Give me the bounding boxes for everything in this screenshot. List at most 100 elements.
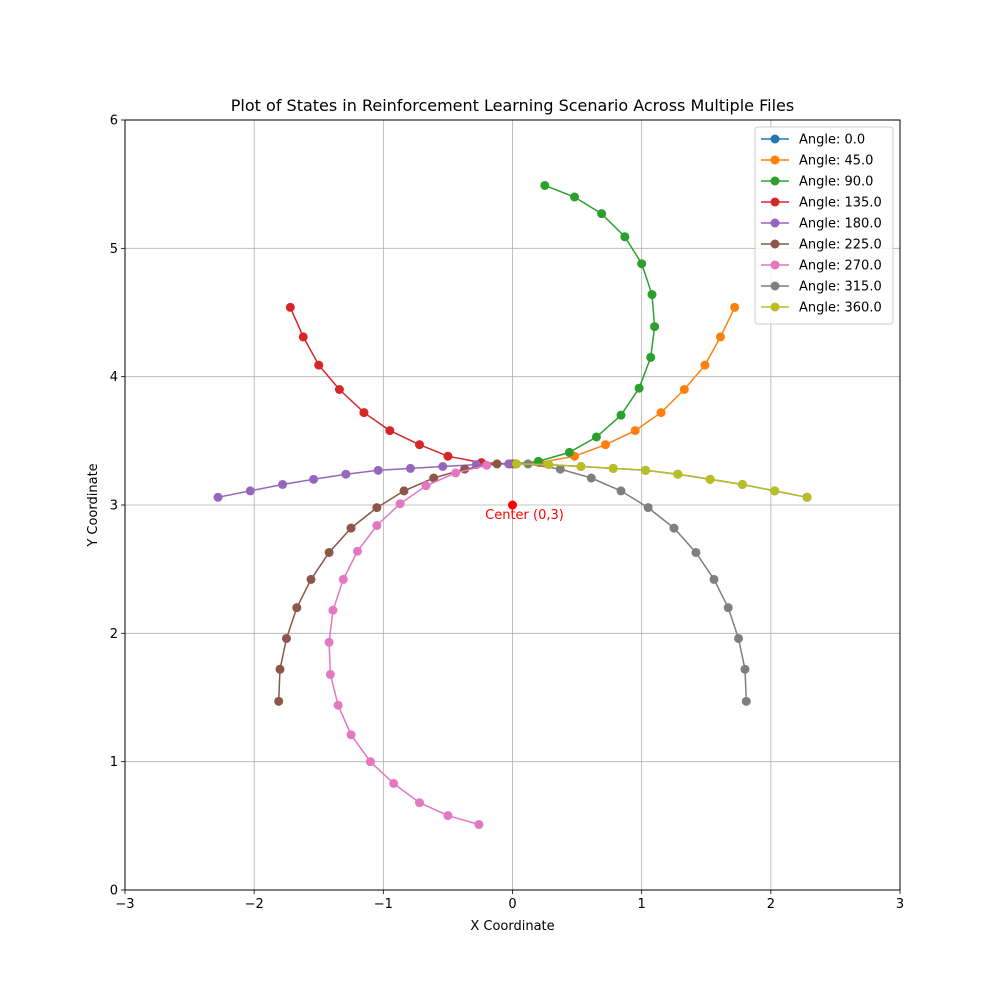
legend-item: Angle: 315.0: [761, 280, 882, 295]
data-point: [341, 469, 351, 479]
data-point: [586, 473, 596, 483]
data-point: [679, 385, 689, 394]
data-point: [669, 523, 679, 533]
data-point: [213, 492, 223, 502]
data-point: [365, 757, 375, 767]
data-point: [346, 523, 356, 533]
data-point: [333, 700, 343, 710]
legend-marker: [770, 260, 780, 270]
data-point: [399, 486, 409, 496]
data-point: [278, 479, 288, 489]
data-point: [564, 447, 574, 457]
legend-marker: [770, 155, 780, 165]
x-tick-label: 0: [508, 897, 516, 912]
legend-marker: [770, 281, 780, 291]
x-tick-label: 1: [638, 897, 646, 912]
series-line: [217, 463, 509, 499]
data-point: [740, 664, 750, 674]
data-point: [616, 486, 626, 496]
x-tick-label: −1: [374, 897, 393, 912]
data-point: [511, 459, 521, 469]
y-tick-label: 2: [110, 627, 118, 642]
data-point: [620, 232, 630, 242]
x-tick-label: −3: [115, 897, 134, 912]
data-point: [281, 633, 291, 643]
data-point: [723, 603, 733, 613]
center-annotation: Center (0,3): [485, 508, 564, 523]
data-point: [737, 479, 747, 489]
legend-label: Angle: 270.0: [799, 259, 882, 274]
data-point: [389, 778, 399, 788]
data-point: [285, 302, 295, 312]
series-angle-180-0: [213, 459, 514, 502]
legend-item: Angle: 225.0: [761, 238, 882, 253]
data-point: [656, 408, 666, 418]
data-point: [730, 302, 740, 312]
data-point: [395, 499, 405, 509]
data-point: [334, 385, 344, 394]
data-point: [306, 574, 316, 584]
data-point: [492, 459, 502, 469]
legend-label: Angle: 360.0: [799, 301, 882, 316]
data-point: [637, 259, 647, 269]
legend-marker: [770, 302, 780, 312]
data-point: [647, 290, 657, 300]
data-point: [741, 696, 751, 706]
legend-item: Angle: 270.0: [761, 259, 882, 274]
data-point: [474, 820, 484, 830]
data-point: [429, 473, 439, 483]
data-point: [421, 481, 431, 491]
legend-marker: [770, 134, 780, 144]
legend-label: Angle: 135.0: [799, 196, 882, 211]
y-tick-label: 0: [110, 884, 118, 899]
ticks: −3 −2 −1 0 1 2 3 0 1 2 3 4 5 6: [110, 114, 904, 913]
y-tick-label: 5: [110, 242, 118, 257]
data-point: [802, 492, 812, 502]
series-angle-270-0: [324, 460, 492, 830]
data-point: [616, 410, 626, 420]
data-point: [709, 574, 719, 584]
data-point: [641, 465, 651, 475]
data-point: [576, 462, 586, 471]
data-point: [415, 440, 424, 450]
data-point: [504, 459, 514, 469]
data-point: [438, 462, 448, 471]
data-point: [385, 426, 395, 436]
y-tick-label: 4: [110, 370, 118, 385]
data-point: [415, 798, 424, 808]
y-tick-label: 3: [110, 499, 118, 514]
data-point: [705, 474, 715, 484]
data-point: [346, 730, 356, 740]
series-angle-315-0: [523, 459, 751, 706]
x-tick-label: −2: [245, 897, 264, 912]
data-point: [372, 521, 382, 531]
data-point: [700, 360, 710, 370]
series-line: [515, 307, 736, 465]
legend-label: Angle: 45.0: [799, 154, 873, 169]
data-point: [328, 605, 338, 615]
legend-marker: [770, 239, 780, 249]
data-point: [691, 547, 701, 557]
legend-box: [754, 126, 894, 325]
data-point: [482, 460, 492, 470]
data-point: [650, 322, 660, 332]
legend-marker: [770, 197, 780, 207]
data-point: [325, 669, 335, 679]
legend-label: Angle: 315.0: [799, 280, 882, 295]
data-point: [673, 469, 683, 479]
data-point: [591, 432, 601, 442]
y-tick-label: 1: [110, 755, 118, 770]
data-point: [338, 574, 348, 584]
data-point: [601, 440, 610, 450]
legend-item: Angle: 180.0: [761, 217, 882, 232]
data-point: [314, 360, 324, 370]
x-tick-label: 2: [767, 897, 775, 912]
data-point: [451, 468, 461, 478]
data-point: [715, 332, 725, 342]
legend-marker: [770, 218, 780, 228]
data-point: [324, 637, 334, 647]
data-point: [373, 465, 383, 475]
series-line: [516, 463, 808, 499]
